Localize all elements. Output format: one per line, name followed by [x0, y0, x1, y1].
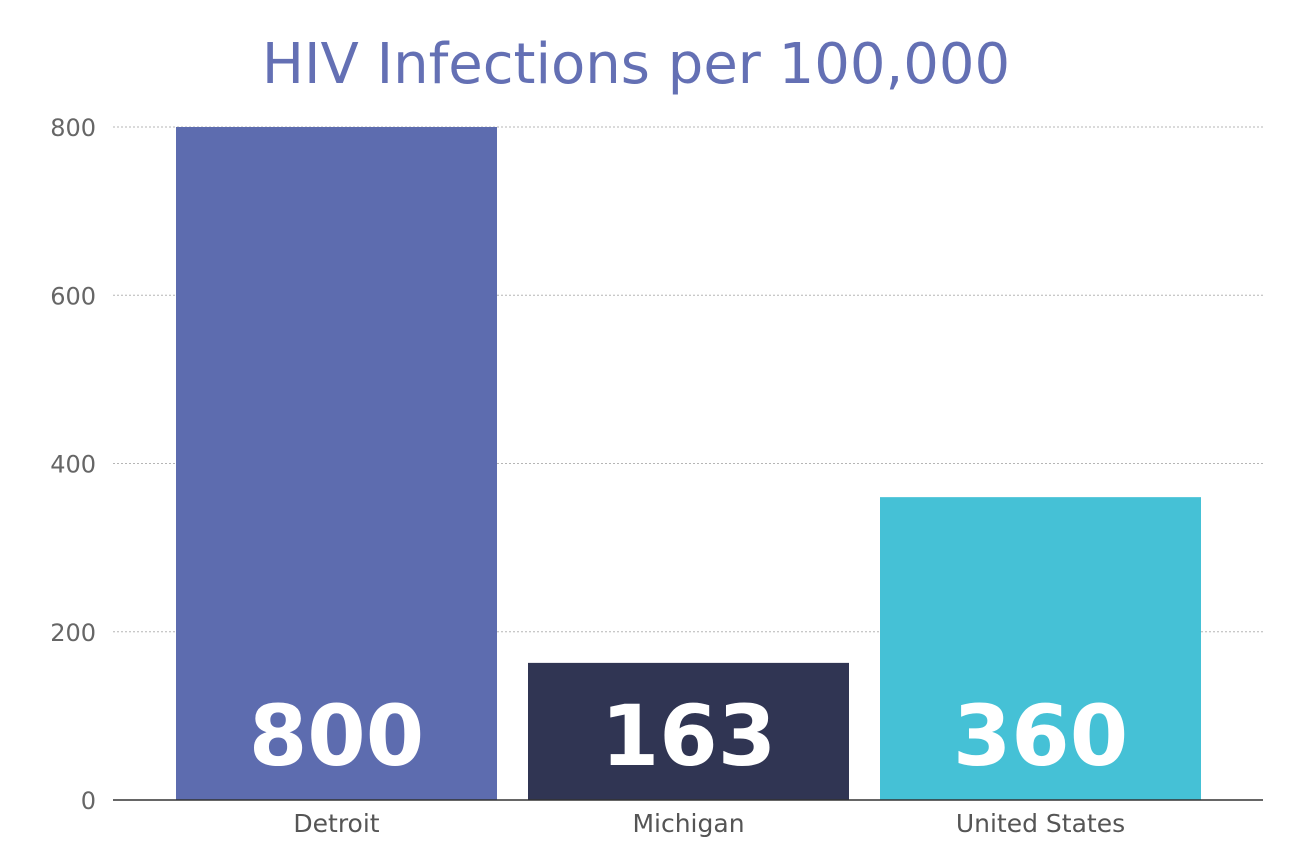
- x-axis-labels: Detroit Michigan United States: [293, 809, 1125, 838]
- data-label: 163: [601, 687, 776, 785]
- bar-michigan: [528, 662, 849, 800]
- bar-detroit: [176, 127, 497, 800]
- y-tick-label: 200: [50, 619, 96, 647]
- y-tick-label: 600: [50, 282, 96, 310]
- y-tick-label: 800: [50, 114, 96, 142]
- x-tick-label: Michigan: [632, 809, 744, 838]
- data-label: 360: [953, 687, 1128, 785]
- chart-title: HIV Infections per 100,000: [262, 32, 1010, 97]
- data-label: 800: [249, 687, 424, 785]
- bar-united-states: [880, 497, 1201, 800]
- y-tick-label: 0: [81, 787, 96, 815]
- x-tick-label: United States: [956, 809, 1125, 838]
- x-tick-label: Detroit: [293, 809, 379, 838]
- bars: 800 163 360: [176, 127, 1201, 800]
- y-axis-ticks: 0 200 400 600 800: [50, 114, 96, 815]
- y-tick-label: 400: [50, 451, 96, 479]
